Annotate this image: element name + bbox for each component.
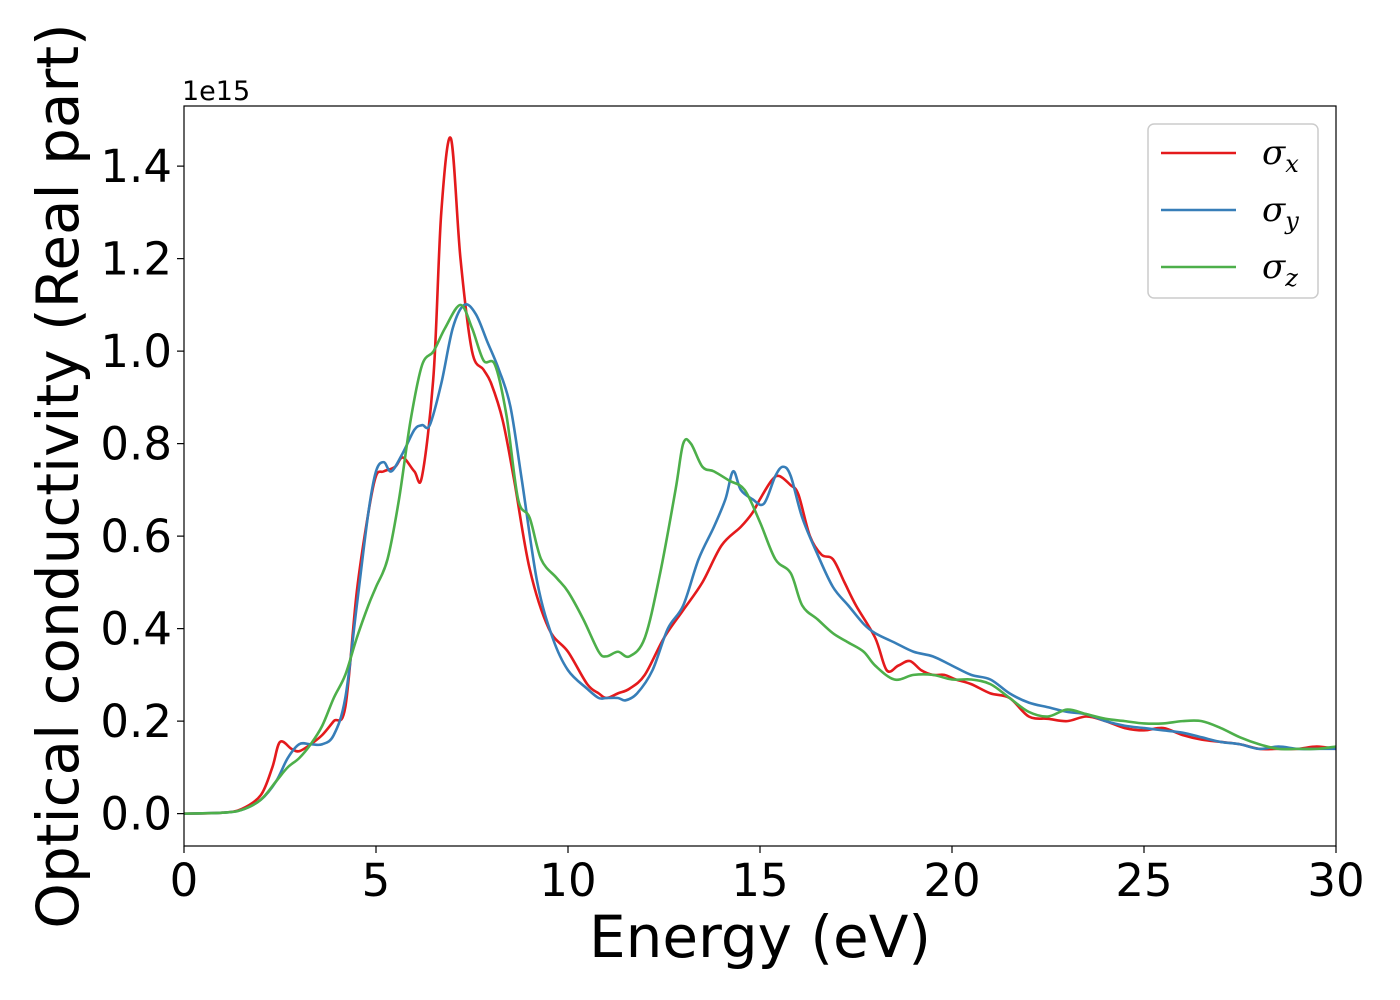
- x-axis-label: Energy (eV): [589, 903, 931, 971]
- x-tick-label: 20: [923, 854, 980, 907]
- y-tick-label: 0.2: [100, 695, 172, 748]
- y-tick-label: 0.0: [100, 788, 172, 841]
- y-axis-offset-text: 1e15: [182, 76, 250, 107]
- y-axis-label: Optical conductivity (Real part): [24, 23, 92, 928]
- x-tick-label: 25: [1115, 854, 1172, 907]
- x-axis-ticks: 0 5 10 15 20 25 30: [170, 846, 1365, 907]
- x-tick-label: 5: [362, 854, 391, 907]
- legend-label-z: σz: [1262, 247, 1298, 292]
- x-tick-label: 0: [170, 854, 199, 907]
- legend-label-y: σy: [1262, 190, 1299, 235]
- x-tick-label: 10: [539, 854, 596, 907]
- series-line-z: [184, 303, 1336, 815]
- x-tick-label: 30: [1307, 854, 1364, 907]
- x-tick-label: 15: [731, 854, 788, 907]
- y-tick-label: 0.8: [100, 418, 172, 471]
- legend: σx σy σz: [1147, 123, 1319, 299]
- y-tick-label: 1.2: [100, 233, 172, 286]
- y-tick-label: 1.4: [100, 140, 172, 193]
- series-line-y: [184, 303, 1336, 815]
- y-tick-label: 0.6: [100, 510, 172, 563]
- y-axis-ticks: 0.0 0.2 0.4 0.6 0.8 1.0 1.2 1.4: [100, 140, 184, 841]
- series-layer: [184, 136, 1336, 815]
- y-tick-label: 1.0: [100, 325, 172, 378]
- legend-label-x: σx: [1262, 133, 1299, 178]
- y-tick-label: 0.4: [100, 603, 172, 656]
